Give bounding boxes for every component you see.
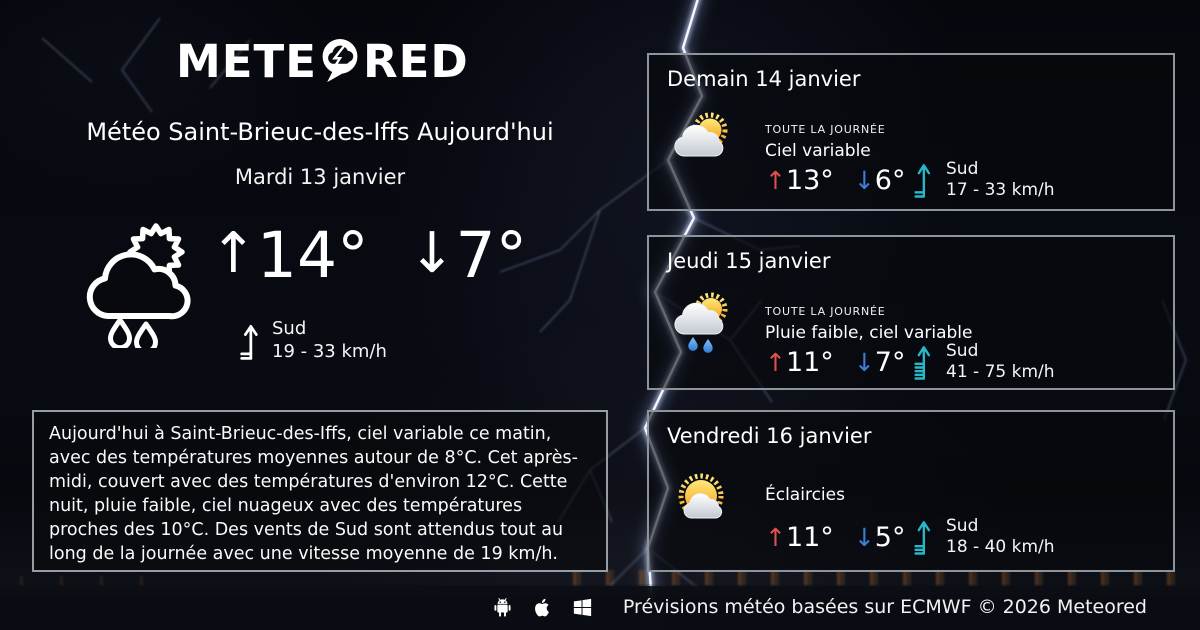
forecast-card-friday[interactable]: Vendredi 16 janvier Éclaircies ↑ 11° ↓ 5° [647, 410, 1175, 572]
card-wind-text: Sud 41 - 75 km/h [946, 341, 1055, 384]
current-high: ↑ 14° [210, 224, 369, 287]
card-wind-text: Sud 17 - 33 km/h [946, 159, 1055, 202]
sun-cloud-rain-icon [674, 292, 728, 353]
card-title: Jeudi 15 janvier [667, 249, 831, 273]
card-low-value: 5° [874, 522, 906, 553]
shoreline-lights-left [0, 576, 150, 586]
up-arrow-icon: ↑ [765, 166, 786, 195]
card-wind-speed: 17 - 33 km/h [946, 180, 1055, 201]
wind-direction-icon [914, 521, 931, 555]
condition-text: Éclaircies [765, 485, 845, 505]
meteored-bubble-icon [322, 39, 358, 83]
card-low: ↓ 7° [854, 347, 906, 378]
wind-direction-icon [240, 324, 258, 360]
period-label: TOUTE LA JOURNÉE [765, 123, 886, 136]
card-condition-block: TOUTE LA JOURNÉE Ciel variable [765, 123, 886, 161]
condition-text: Pluie faible, ciel variable [765, 323, 973, 343]
shoreline-lights [560, 570, 1200, 586]
android-icon[interactable] [491, 596, 514, 619]
wind-direction-icon [914, 346, 931, 380]
current-wind: Sud 19 - 33 km/h [238, 318, 387, 364]
card-wind-direction: Sud [946, 341, 979, 361]
sun-cloud-icon [674, 112, 728, 157]
card-condition-block: Éclaircies [765, 480, 845, 505]
current-high-value: 14° [256, 219, 369, 292]
card-wind-speed: 41 - 75 km/h [946, 362, 1055, 383]
current-temperatures: ↑ 14° ↓ 7° [210, 224, 527, 287]
card-wind-direction: Sud [946, 516, 979, 536]
up-arrow-icon: ↑ [765, 348, 786, 377]
card-condition-block: TOUTE LA JOURNÉE Pluie faible, ciel vari… [765, 305, 972, 343]
current-wind-speed: 19 - 33 km/h [272, 340, 387, 362]
period-label: TOUTE LA JOURNÉE [765, 305, 886, 318]
current-low-value: 7° [455, 219, 528, 292]
wind-direction-icon [914, 164, 931, 198]
page-title: Météo Saint-Brieuc-des-Iffs Aujourd'hui [86, 118, 554, 146]
card-high-value: 13° [785, 165, 834, 196]
sun-cloud-rain-outline-icon [86, 223, 191, 348]
card-title: Vendredi 16 janvier [667, 424, 872, 448]
down-arrow-icon: ↓ [408, 221, 456, 286]
down-arrow-icon: ↓ [853, 348, 875, 377]
card-temperatures: ↑ 11° ↓ 7° [765, 347, 905, 378]
current-low: ↓ 7° [409, 224, 528, 287]
card-high-value: 11° [785, 347, 834, 378]
card-wind-text: Sud 18 - 40 km/h [946, 516, 1055, 559]
card-high: ↑ 11° [765, 347, 834, 378]
card-wind-direction: Sud [946, 159, 979, 179]
card-wind: Sud 18 - 40 km/h [911, 516, 1055, 559]
card-high: ↑ 11° [765, 522, 834, 553]
card-high-value: 11° [785, 522, 834, 553]
card-wind-speed: 18 - 40 km/h [946, 537, 1055, 558]
card-high: ↑ 13° [765, 165, 834, 196]
down-arrow-icon: ↓ [853, 166, 875, 195]
card-temperatures: ↑ 13° ↓ 6° [765, 165, 905, 196]
attribution-text: Prévisions météo basées sur ECMWF © 2026… [622, 596, 1147, 618]
logo-text-right: RED [362, 34, 469, 88]
card-wind: Sud 41 - 75 km/h [911, 341, 1055, 384]
card-low: ↓ 6° [854, 165, 906, 196]
windows-icon[interactable] [571, 596, 594, 619]
weather-summary: Aujourd'hui à Saint-Brieuc-des-Iffs, cie… [32, 410, 608, 572]
forecast-card-thursday[interactable]: Jeudi 15 janvier TOUTE LA JOURNÉE Pluie … [647, 235, 1175, 390]
card-title: Demain 14 janvier [667, 67, 861, 91]
apple-icon[interactable] [531, 596, 554, 619]
current-wind-text: Sud 19 - 33 km/h [272, 318, 387, 363]
card-low-value: 7° [874, 347, 906, 378]
down-arrow-icon: ↓ [853, 523, 875, 552]
condition-text: Ciel variable [765, 141, 871, 161]
up-arrow-icon: ↑ [210, 221, 257, 286]
forecast-card-tomorrow[interactable]: Demain 14 janvier TOUTE LA JOURNÉE Ciel … [647, 53, 1175, 211]
card-temperatures: ↑ 11° ↓ 5° [765, 522, 905, 553]
logo-text-left: METE [176, 34, 317, 88]
sun-small-cloud-icon [678, 473, 724, 519]
card-low-value: 6° [874, 165, 906, 196]
current-wind-direction: Sud [272, 318, 307, 339]
footer: Prévisions météo basées sur ECMWF © 2026… [0, 584, 1200, 630]
up-arrow-icon: ↑ [765, 523, 786, 552]
meteored-logo[interactable]: METE RED [176, 36, 469, 86]
current-date: Mardi 13 janvier [234, 165, 406, 189]
card-wind: Sud 17 - 33 km/h [911, 159, 1055, 202]
card-low: ↓ 5° [854, 522, 906, 553]
